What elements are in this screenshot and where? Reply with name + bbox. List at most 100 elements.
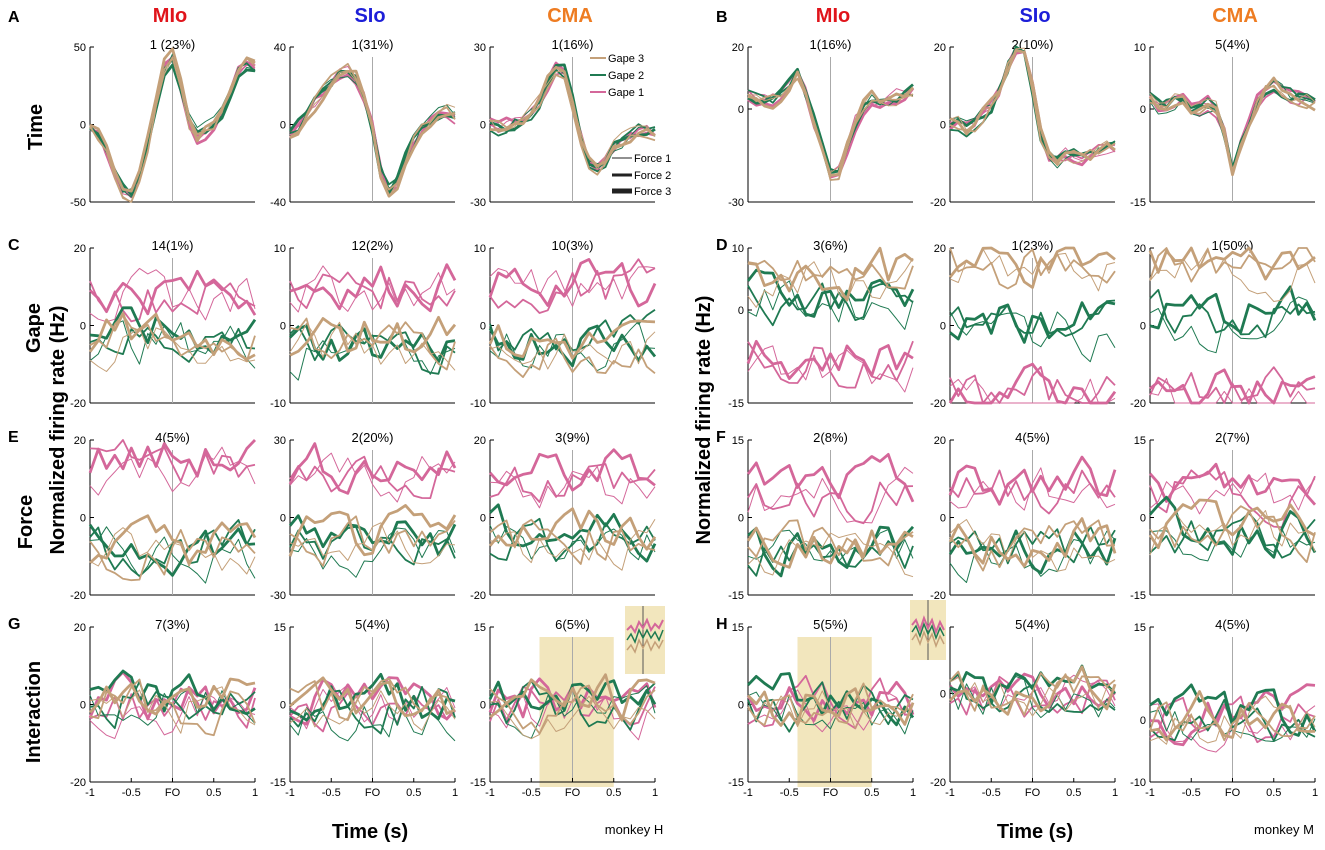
series-line-gape3-force1 [289,522,456,565]
series-line-gape1-force1 [289,265,456,313]
x-tick-label: -1 [85,787,95,799]
x-tick-label: FO [365,787,381,799]
y-tick-label: 0 [940,688,946,700]
panel-interaction-M-cma: 15 0 -10-1 -0.5 FO 0.5 1 4(5%) [1130,617,1318,799]
y-tick-label: -50 [70,197,86,209]
series-line-gape1-force3 [948,672,1116,709]
row-label-force: Force [15,495,37,549]
component-label: 1 (23%) [150,37,196,52]
series-line-gape3-force2 [1149,247,1316,283]
xlabel-left: Time (s) [332,821,408,843]
series-line-gape3-force3 [1148,76,1316,177]
component-label: 1(16%) [810,37,852,52]
x-tick-label: -0.5 [1182,787,1201,799]
y-tick-label: 0 [280,321,286,333]
x-tick-label: 1 [910,787,916,799]
lines [88,439,257,584]
y-tick-label: 0 [1140,321,1146,333]
lines [289,672,457,742]
series-line-gape2-force1 [89,526,256,584]
y-tick-label: 40 [274,42,286,54]
y-tick-label: 20 [934,243,946,255]
y-tick-label: -10 [270,398,286,410]
lines [89,47,256,203]
panel-gape-H-sio: 10 0 -10 12(2%) [270,238,457,410]
y-tick-label: 20 [934,42,946,54]
series-line-gape3-force3 [489,65,656,168]
x-tick-label: FO [1225,787,1241,799]
panel-time-M-sio: 200-202(10%) [930,37,1116,209]
series-line-gape1-force1 [1149,377,1315,404]
series-line-gape1-force3 [89,269,257,316]
x-tick-label: -1 [1145,787,1155,799]
x-tick-label: FO [565,787,581,799]
y-tick-label: -30 [270,590,286,602]
y-tick-label: -10 [1130,777,1146,789]
panel-time-H-cma: 30 0 -30 1(16%) [470,37,656,209]
series-line-gape3-force1 [489,695,656,740]
panel-letter: B [716,9,728,26]
panel-letter: F [716,429,726,446]
y-tick-label: 0 [480,700,486,712]
y-tick-label: 0 [940,321,946,333]
series-line-gape3-force3 [747,70,915,177]
y-tick-label: 30 [274,435,286,447]
panel-force-H-mio: 20 0 -20 4(5%) E [8,429,257,602]
y-tick-label: 0 [480,321,486,333]
legend-label-force3: Force 3 [634,186,671,198]
panel-time-H-mio: 50 0 -50 1 (23%) A [8,9,256,209]
y-tick-label: 0 [280,120,286,132]
series-line-gape3-force1 [747,257,914,308]
inset-thumbnail-h-line-2 [626,628,664,644]
series-line-gape3-force3 [88,312,256,361]
y-tick-label: 0 [280,700,286,712]
y-tick-label: 0 [1140,715,1146,727]
series-line-gape1-force2 [1149,695,1316,744]
inset-thumbnail-m-line-2 [911,621,945,641]
series-line-gape3-force1 [1149,247,1316,302]
inset-thumbnail-h [625,606,665,674]
component-label: 5(4%) [1015,617,1050,632]
y-tick-label: 0 [1140,513,1146,525]
series-line-gape1-force3 [1148,462,1317,506]
y-tick-label: 20 [474,435,486,447]
x-tick-label: FO [1025,787,1041,799]
series-line-gape2-force3 [489,63,656,169]
panel-interaction-H-sio: 15 0 -15-1 -0.5 FO 0.5 1 5(4%) [270,617,458,799]
row-label-interaction: Interaction [23,661,45,763]
series-line-gape2-force2 [949,299,1116,337]
legend-label-gape2: Gape 2 [608,70,644,82]
component-label: 10(3%) [552,238,594,253]
y-tick-label: 10 [1134,42,1146,54]
component-label: 14(1%) [152,238,194,253]
y-tick-label: 0 [738,305,744,317]
series-line-gape2-force3 [1148,495,1317,559]
x-tick-label: 1 [1112,787,1118,799]
legend-label-gape1: Gape 1 [608,87,644,99]
panel-time-H-sio: 40 0 -40 1(31%) [270,37,456,209]
y-tick-label: 0 [80,700,86,712]
y-tick-label: -30 [728,197,744,209]
lines [747,67,915,181]
component-label: 2(7%) [1215,430,1250,445]
y-tick-label: 15 [732,435,744,447]
area-header-mlo-m: MIo [816,5,850,27]
y-tick-label: 0 [940,120,946,132]
y-tick-label: -15 [470,777,486,789]
area-header-cma-m: CMA [1212,5,1258,27]
series-line-gape2-force2 [489,308,656,352]
component-label: 2(20%) [352,430,394,445]
series-line-gape3-force3 [948,517,1117,568]
series-line-gape3-force3 [948,246,1116,289]
series-line-gape2-force3 [1149,285,1317,334]
lines [1148,246,1317,405]
series-line-gape3-force2 [949,247,1116,290]
legend-label-gape3: Gape 3 [608,53,644,65]
series-line-gape1-force3 [1149,683,1316,747]
y-tick-label: 0 [738,513,744,525]
series-line-gape3-force3 [1148,246,1316,281]
lines [88,267,257,372]
y-tick-label: -20 [70,777,86,789]
y-tick-label: -15 [728,398,744,410]
